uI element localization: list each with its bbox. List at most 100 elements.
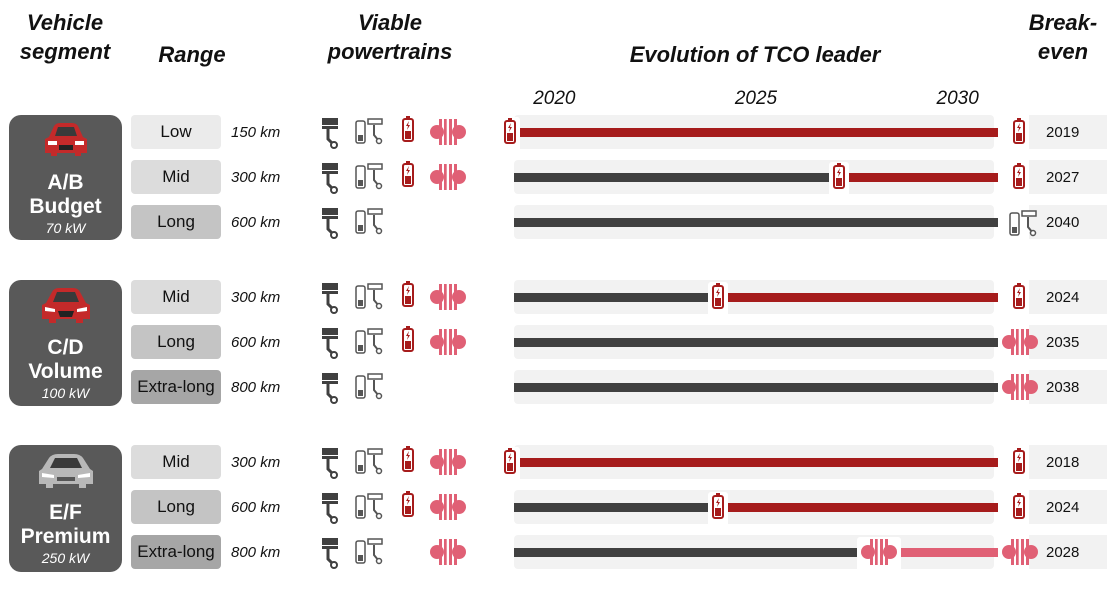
hybrid-icon	[355, 283, 383, 310]
leader-fcev	[1000, 537, 1040, 572]
powertrain-ice	[320, 490, 342, 529]
segment-power: 100 kW	[41, 385, 90, 401]
segment-box: E/F Premium 250 kW	[9, 445, 122, 572]
segment-name: Budget	[29, 195, 102, 218]
leader-bev	[1011, 282, 1027, 317]
hybrid-icon	[355, 208, 383, 235]
segment-box: A/B Budget 70 kW	[9, 115, 122, 240]
switch-marker-bev	[828, 162, 849, 197]
battery-icon	[711, 493, 724, 519]
tco-bar-ice	[514, 218, 998, 227]
battery-icon	[402, 446, 414, 472]
range-label: Long	[131, 490, 221, 524]
battery-icon	[504, 448, 516, 474]
hybrid-icon	[355, 373, 383, 400]
piston-icon	[322, 163, 338, 194]
piston-icon	[322, 118, 338, 149]
switch-marker-bev	[500, 117, 520, 152]
segment-code: E/F	[49, 501, 82, 524]
breakeven-cell	[1029, 325, 1107, 359]
tco-bar-ice	[514, 548, 877, 557]
powertrain-bev	[400, 490, 416, 529]
range-km: 300 km	[231, 169, 281, 186]
tco-bar-ice	[514, 338, 998, 347]
battery-icon	[402, 161, 414, 187]
battery-icon	[1013, 448, 1025, 474]
breakeven-year: 2024	[1046, 499, 1080, 516]
switch-marker-fcev	[857, 537, 901, 572]
breakeven-year: 2018	[1046, 454, 1080, 471]
powertrain-fcev	[428, 162, 468, 197]
range-km: 300 km	[231, 454, 281, 471]
powertrain-phev	[354, 160, 386, 199]
range-km: 800 km	[231, 544, 281, 561]
fuel-cell-icon	[430, 284, 466, 310]
powertrain-phev	[354, 325, 386, 364]
powertrain-phev	[354, 535, 386, 574]
piston-icon	[322, 493, 338, 524]
header-line: Vehicle	[26, 10, 104, 35]
leader-phev	[1008, 207, 1040, 242]
segment-name: Volume	[28, 360, 103, 383]
breakeven-cell	[1029, 280, 1107, 314]
piston-icon	[322, 448, 338, 479]
battery-icon	[402, 116, 414, 142]
hybrid-icon	[355, 493, 383, 520]
segment-power: 70 kW	[45, 220, 86, 236]
breakeven-cell	[1029, 535, 1107, 569]
battery-icon	[1013, 283, 1025, 309]
powertrain-fcev	[428, 282, 468, 317]
leader-bev	[1011, 492, 1027, 527]
powertrain-phev	[354, 370, 386, 409]
switch-marker-bev	[500, 447, 520, 482]
hybrid-icon	[355, 538, 383, 565]
leader-bev	[1011, 117, 1027, 152]
range-km: 300 km	[231, 289, 281, 306]
range-label: Extra-long	[131, 370, 221, 404]
powertrain-fcev	[428, 117, 468, 152]
battery-icon	[402, 326, 414, 352]
vehicle-segment-header: Vehicle segment	[0, 8, 130, 66]
leader-fcev	[1000, 327, 1040, 362]
hybrid-icon	[355, 163, 383, 190]
battery-icon	[1013, 163, 1025, 189]
tco-bar-bev	[715, 503, 998, 512]
fuel-cell-icon	[430, 449, 466, 475]
fuel-cell-icon	[430, 329, 466, 355]
breakeven-cell	[1029, 370, 1107, 404]
fuel-cell-icon	[861, 539, 897, 565]
range-label: Mid	[131, 160, 221, 194]
fuel-cell-icon	[1002, 374, 1038, 400]
breakeven-year: 2038	[1046, 379, 1080, 396]
breakeven-year: 2019	[1046, 124, 1080, 141]
breakeven-year: 2040	[1046, 214, 1080, 231]
piston-icon	[322, 328, 338, 359]
year-label: 2030	[936, 88, 979, 109]
battery-icon	[504, 118, 516, 144]
powertrain-bev	[400, 115, 416, 154]
year-label: 2025	[734, 88, 778, 109]
switch-marker-bev	[707, 492, 728, 527]
segment-code: A/B	[47, 171, 84, 194]
segment-box: C/D Volume 100 kW	[9, 280, 122, 406]
tco-bar-ice	[514, 383, 998, 392]
tco-bar-ice	[514, 503, 716, 512]
breakeven-cell	[1029, 445, 1107, 479]
battery-icon	[711, 283, 724, 309]
tco-bar-bev	[514, 458, 998, 467]
piston-icon	[322, 208, 338, 239]
segment-power: 250 kW	[41, 550, 90, 566]
range-km: 600 km	[231, 214, 281, 231]
fuel-cell-icon	[1002, 539, 1038, 565]
fuel-cell-icon	[1002, 329, 1038, 355]
battery-icon	[402, 491, 414, 517]
range-header: Range	[158, 42, 226, 67]
powertrain-fcev	[428, 327, 468, 362]
powertrain-phev	[354, 445, 386, 484]
powertrain-phev	[354, 490, 386, 529]
battery-icon	[402, 281, 414, 307]
fuel-cell-icon	[430, 539, 466, 565]
powertrain-phev	[354, 115, 386, 154]
powertrain-ice	[320, 535, 342, 574]
breakeven-cell	[1029, 205, 1107, 239]
